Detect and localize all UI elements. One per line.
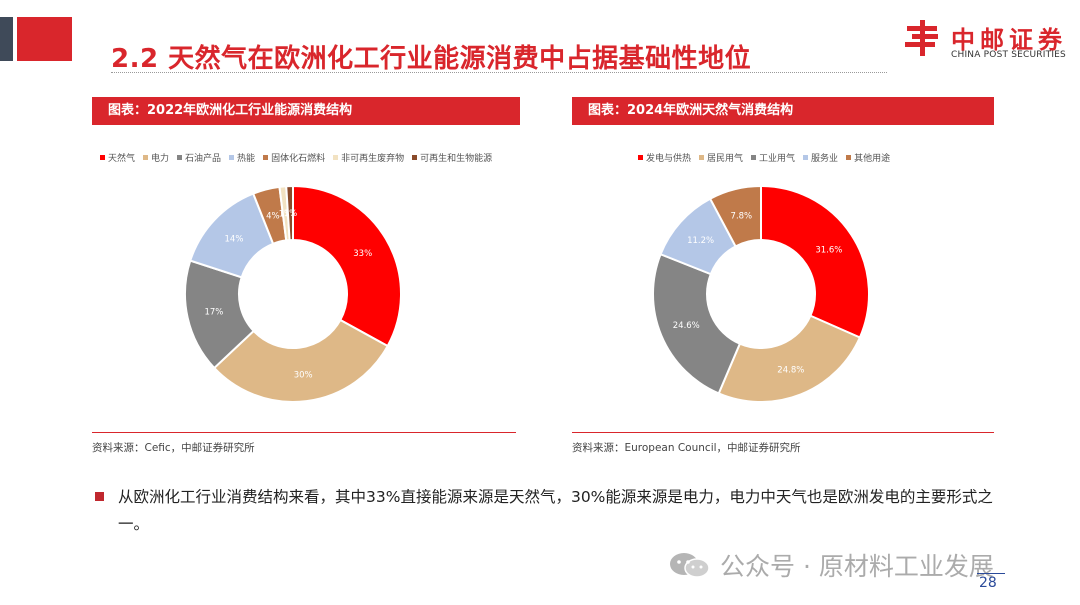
legend-swatch xyxy=(412,155,418,160)
legend-swatch xyxy=(263,155,269,160)
legend-swatch xyxy=(143,155,149,160)
data-label: 24.6% xyxy=(673,321,700,331)
donut-chart: 31.6% 24.8% 24.6% 11.2% 7.8% xyxy=(652,184,870,403)
legend-item: 发电与供热 xyxy=(638,151,691,164)
legend-swatch xyxy=(177,155,183,160)
data-label: 14% xyxy=(225,235,244,245)
legend-label: 居民用气 xyxy=(707,154,744,164)
legend-swatch xyxy=(803,155,809,160)
pie-slice xyxy=(652,252,742,395)
pie-slice xyxy=(212,318,389,403)
chart-bottom-divider xyxy=(572,432,994,433)
chart-legend: 天然气 电力 石油产品 热能 固体化石燃料 非可再生废弃物 可再生和生物能源 xyxy=(100,151,500,164)
legend-label: 非可再生废弃物 xyxy=(341,154,405,164)
chart-source: 资料来源：Cefic，中邮证券研究所 xyxy=(92,442,255,454)
wechat-icon xyxy=(670,553,710,578)
data-label: 7.8% xyxy=(731,211,753,221)
pie-slice xyxy=(717,314,862,403)
legend-swatch xyxy=(333,155,339,160)
legend-item: 其他用途 xyxy=(846,151,890,164)
chart-title: 图表：2022年欧洲化工行业能源消费结构 xyxy=(92,97,520,125)
legend-swatch xyxy=(638,155,643,160)
data-label: 1% xyxy=(279,209,293,219)
pie-slice xyxy=(708,184,762,248)
page-title: 2.2 天然气在欧洲化工行业能源消费中占据基础性地位 xyxy=(111,44,752,74)
page-number: 28 xyxy=(979,575,997,591)
summary-text: 从欧洲化工行业消费结构来看，其中33%直接能源来源是天然气，30%能源来源是电力… xyxy=(118,488,993,533)
logo-text-cn: 中邮证券 xyxy=(951,26,1067,54)
chart-panel-2022: 图表：2022年欧洲化工行业能源消费结构 天然气 电力 石油产品 热能 固体化石燃料 非可… xyxy=(92,97,520,454)
logo-text-en: CHINA POST SECURITIES xyxy=(951,50,1066,60)
legend-item: 电力 xyxy=(143,151,169,164)
chart-panel-2024: 图表：2024年欧洲天然气消费结构 发电与供热 居民用气 工业用气 服务业 其他用途 3… xyxy=(572,97,994,454)
legend-swatch xyxy=(100,155,105,160)
data-label: 4% xyxy=(266,212,280,222)
legend-item: 非可再生废弃物 xyxy=(333,151,404,164)
pie-slice xyxy=(292,184,402,348)
legend-label: 工业用气 xyxy=(759,154,796,164)
legend-label: 固体化石燃料 xyxy=(271,154,326,164)
donut-chart: 33%30%17%14%4% 1%1% xyxy=(184,184,402,403)
legend-swatch xyxy=(751,155,757,160)
bullet-marker xyxy=(95,492,104,501)
decor-bar-gray xyxy=(0,17,13,61)
data-label: 24.8% xyxy=(777,365,804,375)
legend-label: 热能 xyxy=(237,154,256,164)
legend-label: 天然气 xyxy=(108,154,136,164)
legend-item: 石油产品 xyxy=(177,151,221,164)
legend-label: 服务业 xyxy=(811,154,839,164)
data-label: 33% xyxy=(353,249,372,259)
pie-slice xyxy=(760,184,870,339)
legend-label: 其他用途 xyxy=(854,154,891,164)
pie-slice xyxy=(285,184,294,242)
legend-swatch xyxy=(846,155,852,160)
legend-item: 天然气 xyxy=(100,151,135,164)
data-label: 17% xyxy=(204,308,223,318)
china-post-logo-icon xyxy=(905,20,938,56)
title-divider xyxy=(111,72,887,73)
legend-label: 电力 xyxy=(151,154,170,164)
chart-legend: 发电与供热 居民用气 工业用气 服务业 其他用途 xyxy=(638,151,898,164)
company-logo: 中邮证券 CHINA POST SECURITIES xyxy=(903,18,1073,62)
legend-item: 居民用气 xyxy=(699,151,743,164)
legend-item: 固体化石燃料 xyxy=(263,151,325,164)
data-label: 31.6% xyxy=(815,246,842,256)
legend-swatch xyxy=(699,155,705,160)
watermark-text: 公众号 · 原材料工业发展 xyxy=(720,552,994,581)
data-label: 11.2% xyxy=(687,236,714,246)
chart-bottom-divider xyxy=(92,432,516,433)
legend-label: 发电与供热 xyxy=(646,154,692,164)
page-number-rule xyxy=(977,573,1005,574)
legend-swatch xyxy=(229,155,235,160)
legend-label: 石油产品 xyxy=(185,154,222,164)
legend-item: 热能 xyxy=(229,151,255,164)
legend-item: 服务业 xyxy=(803,151,838,164)
legend-item: 工业用气 xyxy=(751,151,795,164)
legend-item: 可再生和生物能源 xyxy=(412,151,492,164)
data-label: 1% xyxy=(284,209,298,219)
legend-label: 可再生和生物能源 xyxy=(420,154,493,164)
chart-title: 图表：2024年欧洲天然气消费结构 xyxy=(572,97,994,125)
data-label: 30% xyxy=(294,370,313,380)
chart-source: 资料来源：European Council，中邮证券研究所 xyxy=(572,442,801,454)
decor-bar-red xyxy=(17,17,72,61)
watermark: 公众号 · 原材料工业发展 xyxy=(668,547,994,583)
